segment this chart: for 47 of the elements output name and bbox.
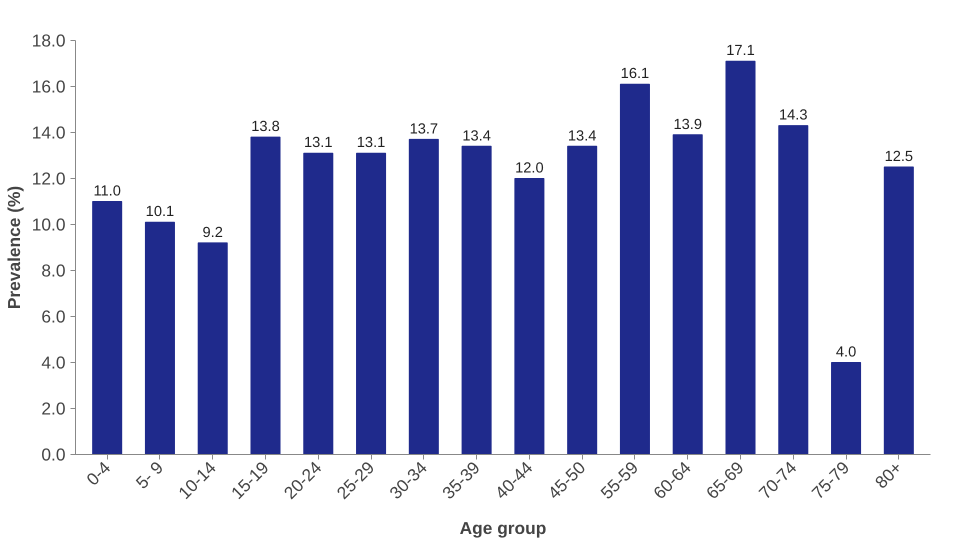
bar bbox=[356, 152, 386, 454]
data-label: 12.0 bbox=[515, 160, 544, 176]
bar bbox=[514, 178, 544, 454]
data-label: 13.4 bbox=[568, 128, 596, 144]
data-label: 17.1 bbox=[726, 43, 755, 60]
x-tick-label: 5- 9 bbox=[132, 457, 168, 493]
data-label: 11.0 bbox=[93, 184, 121, 200]
bar bbox=[672, 134, 703, 454]
x-tick-label: 80+ bbox=[870, 457, 906, 492]
bar bbox=[620, 84, 650, 454]
y-tick-label: 10.0 bbox=[32, 214, 66, 234]
y-tick-label: 14.0 bbox=[32, 122, 66, 142]
y-tick-label: 12.0 bbox=[32, 168, 66, 188]
bar bbox=[198, 242, 228, 454]
bar bbox=[92, 201, 122, 454]
y-tick-label: 2.0 bbox=[41, 398, 66, 418]
y-tick-label: 6.0 bbox=[41, 306, 66, 326]
data-label: 9.2 bbox=[202, 224, 223, 241]
bar bbox=[462, 146, 492, 454]
bar bbox=[303, 152, 334, 454]
bar bbox=[725, 60, 756, 454]
bar bbox=[408, 138, 439, 454]
data-label: 13.4 bbox=[462, 128, 491, 144]
data-label: 10.1 bbox=[146, 204, 174, 220]
x-tick-label: 0-4 bbox=[82, 457, 114, 490]
data-label: 13.1 bbox=[356, 135, 386, 152]
data-label: 13.1 bbox=[304, 135, 333, 152]
x-axis-title: Age group bbox=[460, 518, 546, 538]
y-tick-label: 18.0 bbox=[32, 30, 66, 50]
bar bbox=[831, 362, 862, 454]
data-label: 13.9 bbox=[673, 116, 702, 133]
data-label: 16.1 bbox=[620, 66, 650, 82]
bar bbox=[144, 222, 175, 454]
data-label: 4.0 bbox=[836, 344, 856, 360]
y-axis-title: Prevalence (%) bbox=[4, 186, 24, 310]
bar bbox=[778, 125, 808, 454]
bar bbox=[567, 146, 598, 454]
bar bbox=[250, 136, 281, 454]
data-label: 12.5 bbox=[884, 149, 914, 165]
data-label: 13.7 bbox=[410, 121, 438, 138]
data-label: 14.3 bbox=[779, 108, 808, 124]
y-tick-label: 0.0 bbox=[41, 444, 66, 464]
data-label: 13.8 bbox=[251, 119, 280, 136]
bar bbox=[884, 166, 914, 454]
y-tick-label: 4.0 bbox=[41, 352, 66, 372]
y-tick-label: 8.0 bbox=[41, 260, 66, 280]
y-tick-label: 16.0 bbox=[32, 76, 66, 96]
